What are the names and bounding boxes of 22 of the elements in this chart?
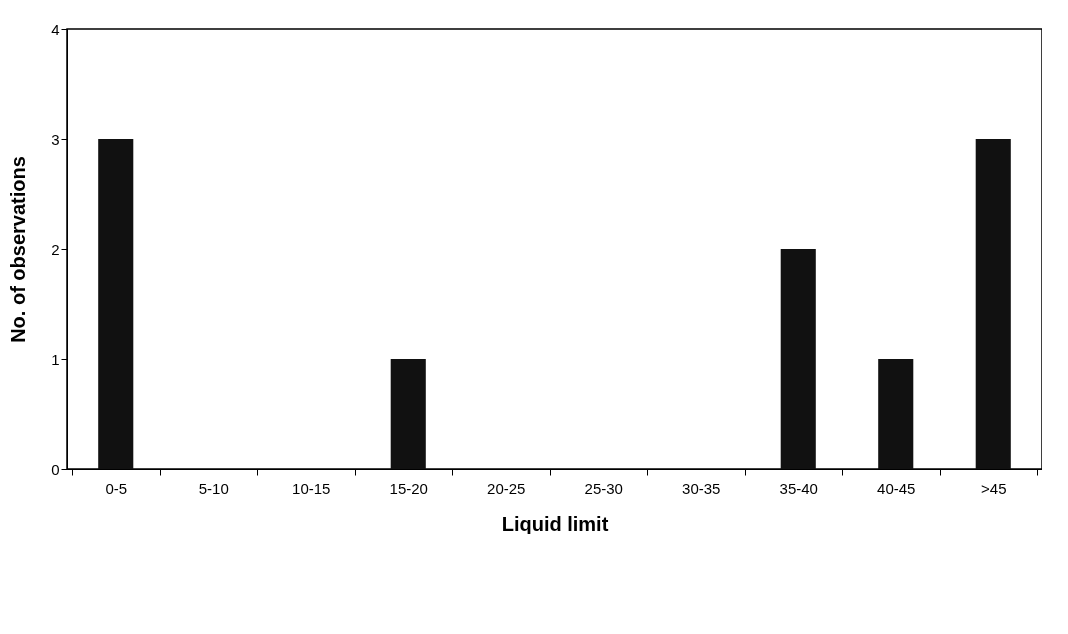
x-tick-label: 25-30 <box>584 479 623 497</box>
y-tick-label: 0 <box>51 460 60 478</box>
bar <box>390 359 426 469</box>
y-tick-label: 4 <box>51 20 60 38</box>
x-tick-label: 35-40 <box>779 479 818 497</box>
bar <box>98 139 134 469</box>
bar <box>975 139 1011 469</box>
y-tick-label: 2 <box>51 240 60 258</box>
x-tick-label: 10-15 <box>292 479 331 497</box>
x-tick-label: 5-10 <box>198 479 229 497</box>
y-axis-title: No. of observations <box>7 156 30 343</box>
bar <box>878 359 914 469</box>
x-tick-label: >45 <box>981 479 1007 497</box>
x-tick-label: 0-5 <box>105 479 128 497</box>
x-tick-label: 30-35 <box>682 479 721 497</box>
x-tick-label: 20-25 <box>487 479 526 497</box>
bar <box>780 249 816 469</box>
x-tick-label: 40-45 <box>877 479 916 497</box>
y-tick-label: 1 <box>51 350 60 368</box>
y-tick-label: 3 <box>51 130 60 148</box>
x-axis-title: Liquid limit <box>501 512 609 535</box>
x-tick-label: 15-20 <box>389 479 428 497</box>
